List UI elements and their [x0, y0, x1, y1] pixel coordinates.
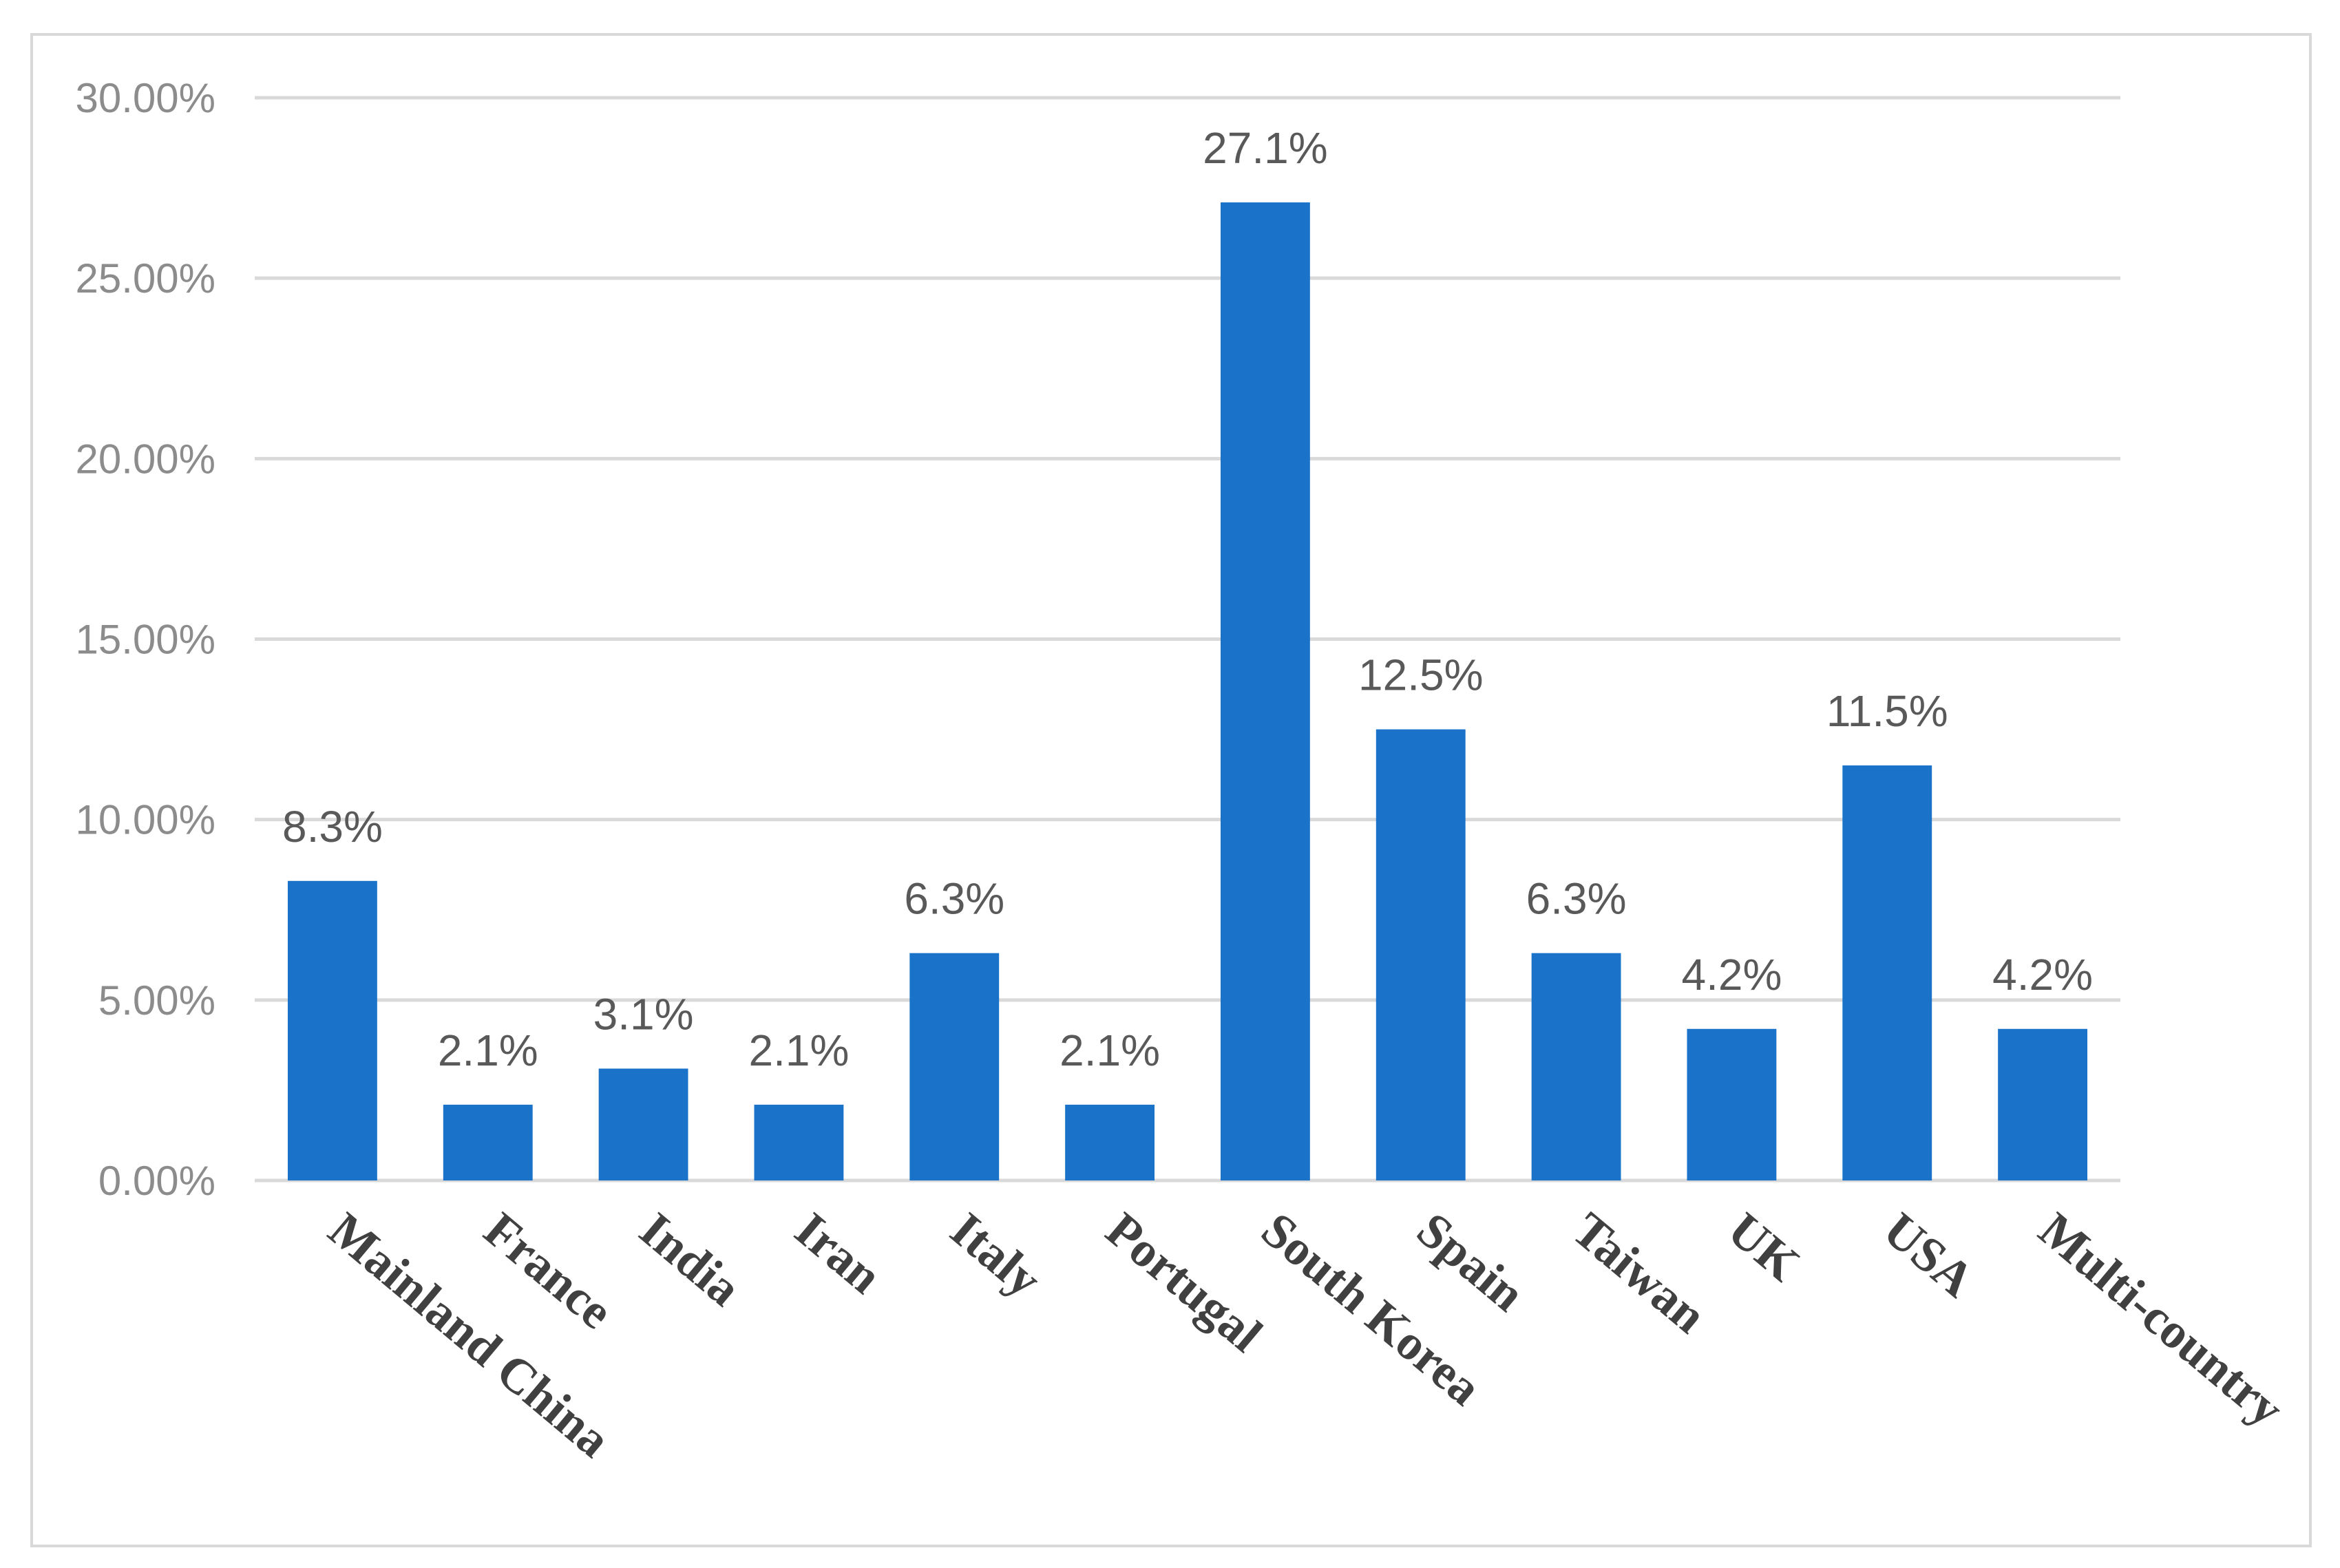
x-category-label: Spain	[1406, 1202, 1535, 1322]
y-tick-label: 20.00%	[76, 436, 216, 482]
x-category-label: Taiwan	[1562, 1202, 1716, 1344]
x-category-label: USA	[1873, 1202, 1985, 1308]
x-category-label: Iran	[785, 1202, 892, 1304]
x-category-label: Multi-country	[2029, 1202, 2294, 1437]
data-label: 2.1%	[1060, 1026, 1160, 1075]
y-tick-label: 25.00%	[76, 255, 216, 301]
y-axis-tick-labels: 0.00% 5.00% 10.00% 15.00% 20.00% 25.00% 30.00%	[76, 75, 216, 1204]
bar	[598, 1068, 688, 1180]
data-labels: 8.3% 2.1% 3.1% 2.1% 6.3% 2.1% 27.1% 12.5% 6.3% 4.…	[282, 123, 2093, 1075]
data-label: 27.1%	[1203, 123, 1327, 173]
y-tick-label: 10.00%	[76, 797, 216, 843]
bar	[909, 953, 1000, 1180]
bar	[1531, 953, 1621, 1180]
y-tick-label: 15.00%	[76, 617, 216, 663]
y-tick-label: 0.00%	[98, 1158, 215, 1204]
data-label: 4.2%	[1681, 950, 1782, 999]
bar	[1998, 1028, 2088, 1180]
bar	[443, 1104, 533, 1180]
x-category-label: France	[474, 1202, 623, 1339]
data-label: 3.1%	[593, 989, 694, 1039]
bar	[287, 880, 377, 1180]
bar	[1842, 765, 1932, 1180]
x-category-label: India	[629, 1202, 751, 1317]
bar	[754, 1104, 844, 1180]
data-label: 11.5%	[1826, 686, 1948, 736]
bar	[1687, 1028, 1777, 1180]
data-label: 12.5%	[1358, 650, 1483, 700]
data-label: 4.2%	[1992, 950, 2093, 999]
data-label: 2.1%	[438, 1026, 538, 1075]
bar	[1375, 729, 1466, 1180]
data-label: 2.1%	[748, 1026, 849, 1075]
data-label: 8.3%	[282, 802, 383, 851]
data-label: 6.3%	[904, 874, 1004, 924]
data-label: 6.3%	[1526, 874, 1627, 924]
x-category-label: Italy	[940, 1202, 1052, 1308]
bars	[287, 202, 2088, 1181]
y-tick-label: 30.00%	[76, 75, 216, 121]
x-category-label: UK	[1718, 1202, 1810, 1292]
gridlines	[255, 96, 2120, 1183]
bar	[1220, 202, 1310, 1181]
bar	[1065, 1104, 1155, 1180]
x-category-label: Portugal	[1096, 1202, 1273, 1363]
y-tick-label: 5.00%	[98, 977, 215, 1024]
x-category-label: Mainland China	[319, 1202, 621, 1468]
